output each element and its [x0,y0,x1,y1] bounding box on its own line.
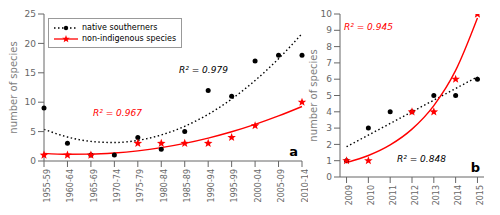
svg-text:number of species: number of species [8,41,19,133]
svg-text:8: 8 [326,42,332,52]
html-text:non-indigenous species: non-indigenous species [82,34,177,43]
svg-text:1990-94: 1990-94 [207,169,216,202]
svg-text:1970-74: 1970-74 [113,169,122,202]
svg-text:2010-14: 2010-14 [301,169,308,202]
svg-text:2005-09: 2005-09 [277,169,286,202]
svg-text:2010: 2010 [367,185,376,205]
svg-text:2011: 2011 [389,185,398,205]
html-text:R² = 0.979: R² = 0.979 [179,65,228,75]
svg-text:5: 5 [30,127,36,137]
svg-text:1960-64: 1960-64 [66,169,75,202]
svg-text:2: 2 [326,140,332,150]
svg-text:1: 1 [326,156,332,166]
html-text:native southerners: native southerners [82,23,158,32]
html-text:b: b [470,160,480,175]
svg-text:1985-89: 1985-89 [183,169,192,202]
svg-text:1955-59: 1955-59 [43,169,52,202]
svg-text:15: 15 [25,68,36,78]
svg-text:2000-04: 2000-04 [254,169,263,202]
svg-text:2015: 2015 [476,185,485,205]
svg-text:20: 20 [25,39,37,49]
svg-text:0: 0 [30,156,36,166]
svg-text:4: 4 [326,107,332,117]
svg-text:6: 6 [326,74,332,84]
svg-text:9: 9 [326,25,332,35]
svg-text:1980-84: 1980-84 [160,169,169,202]
html-text:a: a [289,144,298,159]
svg-text:5: 5 [326,91,332,101]
svg-text:7: 7 [326,58,332,68]
svg-text:0: 0 [326,172,332,182]
svg-text:2012: 2012 [411,185,420,205]
svg-text:25: 25 [25,9,36,19]
svg-text:2014: 2014 [454,185,463,205]
svg-text:1965-69: 1965-69 [90,169,99,202]
svg-text:2009: 2009 [345,185,354,205]
svg-text:3: 3 [326,123,332,133]
svg-text:1995-99: 1995-99 [230,169,239,202]
svg-text:10: 10 [25,97,37,107]
svg-text:10: 10 [321,9,333,19]
html-text:R² = 0.945: R² = 0.945 [344,22,393,32]
svg-text:number of species: number of species [308,49,319,141]
svg-text:1975-79: 1975-79 [136,169,145,202]
html-text:R² = 0.967: R² = 0.967 [93,108,142,118]
svg-text:2013: 2013 [432,185,441,205]
html-text:R² = 0.848: R² = 0.848 [397,154,446,164]
